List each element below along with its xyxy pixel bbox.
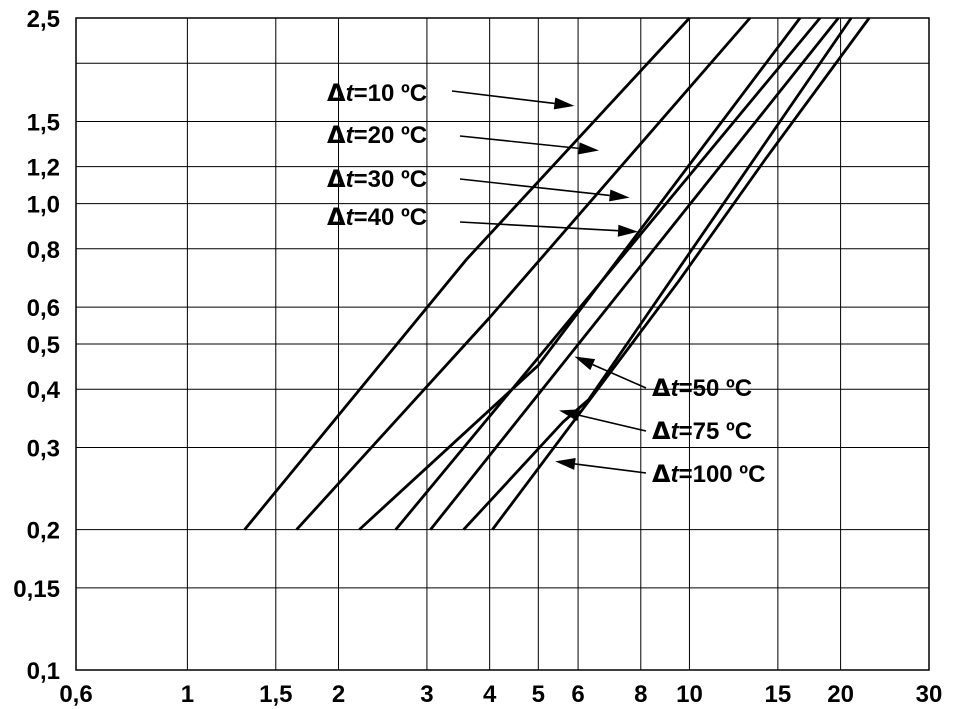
annotation-arrowhead <box>574 356 596 371</box>
x-tick-label: 10 <box>676 681 703 708</box>
annotation-arrowhead <box>553 97 575 110</box>
y-tick-label: 0,6 <box>27 295 60 322</box>
annotation-leader-line <box>451 90 555 105</box>
x-tick-label: 3 <box>420 681 433 708</box>
x-tick-label: 1 <box>181 681 194 708</box>
series-line <box>358 17 802 531</box>
series-annotation-label: Δt=10 ºC <box>327 79 427 107</box>
annotation-arrowhead <box>609 189 630 202</box>
y-tick-label: 0,5 <box>27 332 60 359</box>
y-tick-label: 0,4 <box>27 377 61 404</box>
series-line <box>462 17 853 531</box>
x-tick-label: 2 <box>332 681 345 708</box>
y-tick-label: 1,5 <box>27 109 60 136</box>
series-line <box>394 17 822 531</box>
y-tick-label: 0,3 <box>27 435 60 462</box>
series-line <box>491 17 871 531</box>
annotation-leader-line <box>459 221 619 232</box>
x-tick-label: 8 <box>634 681 647 708</box>
y-tick-label: 1,2 <box>27 155 60 182</box>
x-tick-label: 15 <box>765 681 792 708</box>
y-tick-label: 1,0 <box>27 192 60 219</box>
series-line <box>295 17 752 531</box>
annotation-arrowhead <box>559 409 580 421</box>
y-tick-label: 0,1 <box>27 658 60 685</box>
annotation-arrowhead <box>555 458 576 470</box>
annotation-arrowhead <box>617 224 639 237</box>
x-tick-label: 6 <box>571 681 584 708</box>
x-tick-label: 20 <box>827 681 854 708</box>
annotation-leader-line <box>459 135 580 150</box>
y-tick-label: 0,2 <box>27 518 60 545</box>
x-tick-label: 0,6 <box>59 681 92 708</box>
annotation-leader-line <box>578 414 647 432</box>
series-annotation-label: Δt=20 ºC <box>327 121 427 149</box>
y-tick-label: 0,8 <box>27 237 60 264</box>
x-tick-label: 4 <box>483 681 497 708</box>
series-annotation-label: Δt=40 ºC <box>327 203 427 231</box>
x-tick-label: 30 <box>916 681 943 708</box>
series-annotation-label: Δt=100 ºC <box>652 460 765 488</box>
annotation-leader-line <box>592 363 647 389</box>
annotation-leader-line <box>459 178 610 197</box>
series-line <box>243 17 691 531</box>
series-annotation-label: Δt=30 ºC <box>327 165 427 193</box>
x-tick-label: 5 <box>532 681 545 708</box>
y-tick-label: 0,15 <box>13 576 60 603</box>
series-annotation-label: Δt=75 ºC <box>652 417 752 445</box>
series-line <box>429 17 840 531</box>
series-annotation-label: Δt=50 ºC <box>652 374 752 402</box>
plot-frame <box>75 17 930 671</box>
y-tick-label: 2,5 <box>27 6 60 33</box>
annotation-leader-line <box>574 463 647 474</box>
x-tick-label: 1,5 <box>259 681 292 708</box>
annotation-arrowhead <box>578 142 599 155</box>
